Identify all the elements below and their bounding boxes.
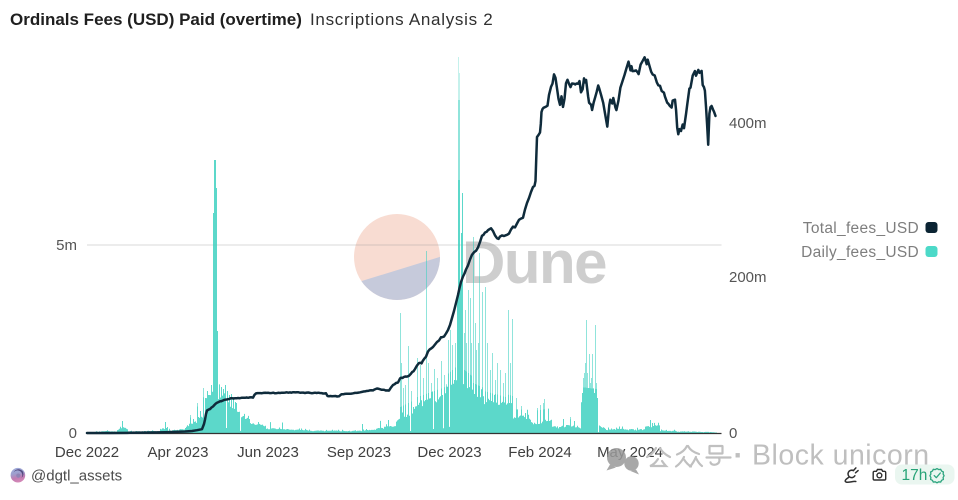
svg-text:200m: 200m <box>729 269 767 286</box>
svg-text:0: 0 <box>729 425 737 442</box>
svg-text:Dec 2023: Dec 2023 <box>417 444 481 461</box>
svg-text:0: 0 <box>69 425 77 442</box>
svg-text:Sep 2023: Sep 2023 <box>327 444 391 461</box>
svg-text:Inscriptions Analysis 2: Inscriptions Analysis 2 <box>310 10 493 29</box>
svg-text:5m: 5m <box>56 237 77 254</box>
svg-text:400m: 400m <box>729 115 767 132</box>
svg-text:Total_fees_USD: Total_fees_USD <box>803 220 919 237</box>
svg-text:@dgtl_assets: @dgtl_assets <box>31 468 122 485</box>
svg-text:Feb 2024: Feb 2024 <box>508 444 571 461</box>
svg-text:Jun 2023: Jun 2023 <box>237 444 299 461</box>
svg-text:Dune: Dune <box>462 229 606 296</box>
svg-text:Dec 2022: Dec 2022 <box>55 444 119 461</box>
svg-text:·: · <box>734 439 744 472</box>
svg-text:Daily_fees_USD: Daily_fees_USD <box>801 244 919 261</box>
svg-text:17h: 17h <box>902 467 928 484</box>
svg-text:Apr 2023: Apr 2023 <box>148 444 209 461</box>
svg-text:Ordinals Fees (USD) Paid (over: Ordinals Fees (USD) Paid (overtime) <box>10 10 302 29</box>
